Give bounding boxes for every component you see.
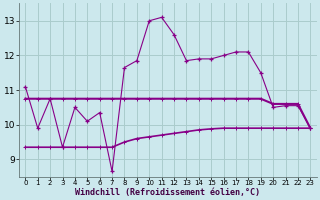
X-axis label: Windchill (Refroidissement éolien,°C): Windchill (Refroidissement éolien,°C): [75, 188, 260, 197]
